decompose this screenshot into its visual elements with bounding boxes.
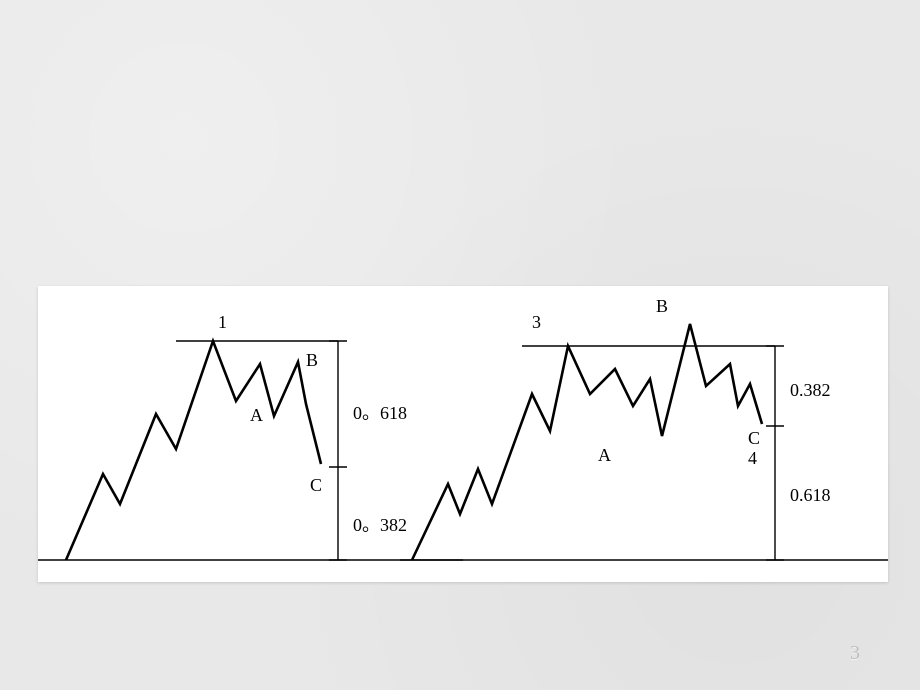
right-wave-diagram: 3 B A C4 0.382 0.618	[400, 286, 888, 582]
svg-text:B: B	[306, 350, 318, 370]
svg-text:C: C	[310, 475, 322, 495]
svg-text:0.382: 0.382	[790, 380, 831, 400]
svg-text:0.618: 0.618	[790, 485, 831, 505]
svg-text:3: 3	[532, 312, 541, 332]
svg-text:B: B	[656, 296, 668, 316]
page-number: 3	[850, 642, 860, 665]
svg-text:A: A	[250, 405, 263, 425]
svg-text:A: A	[598, 445, 611, 465]
svg-text:C: C	[748, 428, 760, 448]
diagram-card: 1ABC0。6180。382 3BAC40.3820.618	[38, 286, 888, 582]
svg-text:1: 1	[218, 312, 227, 332]
svg-text:4: 4	[748, 448, 757, 468]
svg-text:0。618: 0。618	[353, 403, 407, 423]
svg-text:0。382: 0。382	[353, 515, 407, 535]
